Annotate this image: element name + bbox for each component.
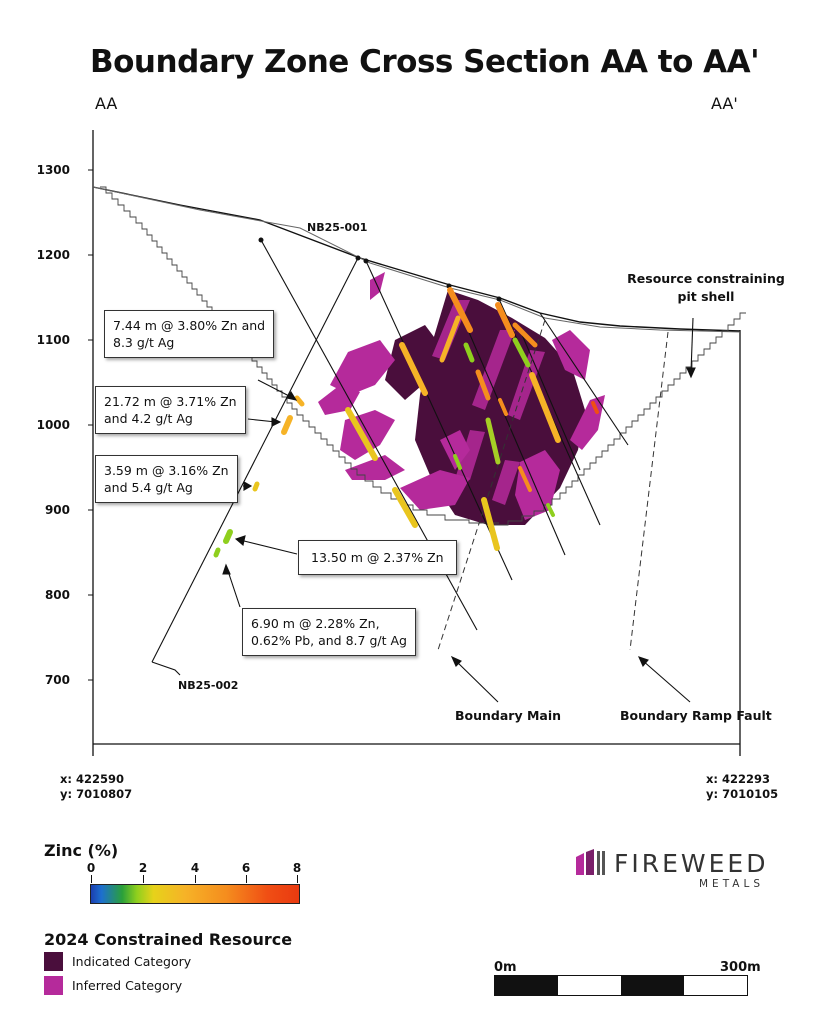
pit-shell-label: Resource constraining pit shell [627, 271, 785, 304]
zinc-colorbar [90, 884, 300, 904]
intercept-callout: 7.44 m @ 3.80% Zn and 8.3 g/t Ag [104, 310, 275, 358]
intercept-callout: 3.59 m @ 3.16% Zn and 5.4 g/t Ag [95, 455, 238, 503]
topography-shadow [92, 186, 741, 333]
elevation-label: 1200 [37, 248, 70, 262]
coord-x: x: 422590 [60, 772, 125, 786]
logo-wordmark: FIREWEED [614, 849, 769, 878]
zinc-grade-intervals [213, 287, 599, 558]
indicated-swatch [44, 952, 63, 971]
callout-line: 0.62% Pb, and 8.7 g/t Ag [251, 633, 407, 648]
zinc-tick-label: 4 [190, 861, 200, 875]
elevation-label: 900 [45, 503, 70, 517]
pit-shell-right-wall [488, 312, 746, 526]
colorbar-tick [246, 875, 247, 883]
elevation-label: 1100 [37, 333, 70, 347]
intercept-callout: 21.72 m @ 3.71% Zn and 4.2 g/t Ag [95, 386, 246, 434]
callout-line: 7.44 m @ 3.80% Zn and [113, 318, 266, 333]
boundary-main-fault [437, 319, 546, 651]
figure-title: Boundary Zone Cross Section AA to AA' [90, 44, 760, 80]
zinc-legend-title: Zinc (%) [44, 841, 119, 860]
callout-leaders [222, 317, 696, 703]
callout-line: 8.3 g/t Ag [113, 335, 175, 350]
zinc-tick-label: 6 [241, 861, 251, 875]
coord-y: y: 7010807 [60, 787, 133, 801]
zinc-tick-label: 0 [86, 861, 96, 875]
scale-bar [494, 975, 748, 996]
elevation-label: 1300 [37, 163, 70, 177]
logo-subtitle: METALS [699, 878, 764, 890]
drillhole-label: NB25-001 [307, 221, 367, 234]
boundary-main-label: Boundary Main [455, 708, 561, 723]
callout-line: 21.72 m @ 3.71% Zn [104, 394, 237, 409]
start-coordinates: x: 422590 y: 7010807 [60, 772, 132, 802]
intercept-callout: 6.90 m @ 2.28% Zn, 0.62% Pb, and 8.7 g/t… [242, 608, 416, 656]
zinc-tick-label: 8 [292, 861, 302, 875]
collar-points [258, 237, 502, 302]
inferred-swatch [44, 976, 63, 995]
callout-line: 3.59 m @ 3.16% Zn [104, 463, 229, 478]
elevation-label: 800 [45, 588, 70, 602]
end-coordinates: x: 422293 y: 7010105 [706, 772, 778, 802]
callout-line: and 5.4 g/t Ag [104, 480, 193, 495]
section-start-label: AA [95, 94, 118, 113]
callout-line: 6.90 m @ 2.28% Zn, [251, 616, 380, 631]
coord-x: x: 422293 [706, 772, 771, 786]
fireweed-logo-icon [576, 849, 605, 875]
intercept-callout: 13.50 m @ 2.37% Zn [298, 540, 457, 575]
elevation-label: 1000 [37, 418, 70, 432]
cross-section-diagram: 1300 1200 1100 1000 900 800 700 [37, 130, 772, 756]
zinc-tick-label: 2 [138, 861, 148, 875]
boundary-ramp-fault [629, 331, 669, 651]
section-end-label: AA' [711, 94, 738, 113]
inferred-label: Inferred Category [72, 978, 183, 993]
elevation-ticks [88, 169, 93, 681]
colorbar-tick [91, 875, 92, 883]
colorbar-tick [195, 875, 196, 883]
pit-shell-left-wall [100, 186, 499, 524]
resource-legend-title: 2024 Constrained Resource [44, 930, 293, 949]
ramp-fault-label: Boundary Ramp Fault [620, 708, 772, 723]
callout-line: and 4.2 g/t Ag [104, 411, 193, 426]
colorbar-tick [143, 875, 144, 883]
colorbar-tick [297, 875, 298, 883]
scale-end-label: 300m [720, 960, 761, 975]
elevation-label: 700 [45, 673, 70, 687]
drillhole-label: NB25-002 [178, 679, 238, 692]
scale-start-label: 0m [494, 960, 517, 975]
callout-line: 13.50 m @ 2.37% Zn [311, 550, 444, 565]
indicated-label: Indicated Category [72, 954, 192, 969]
coord-y: y: 7010105 [706, 787, 779, 801]
